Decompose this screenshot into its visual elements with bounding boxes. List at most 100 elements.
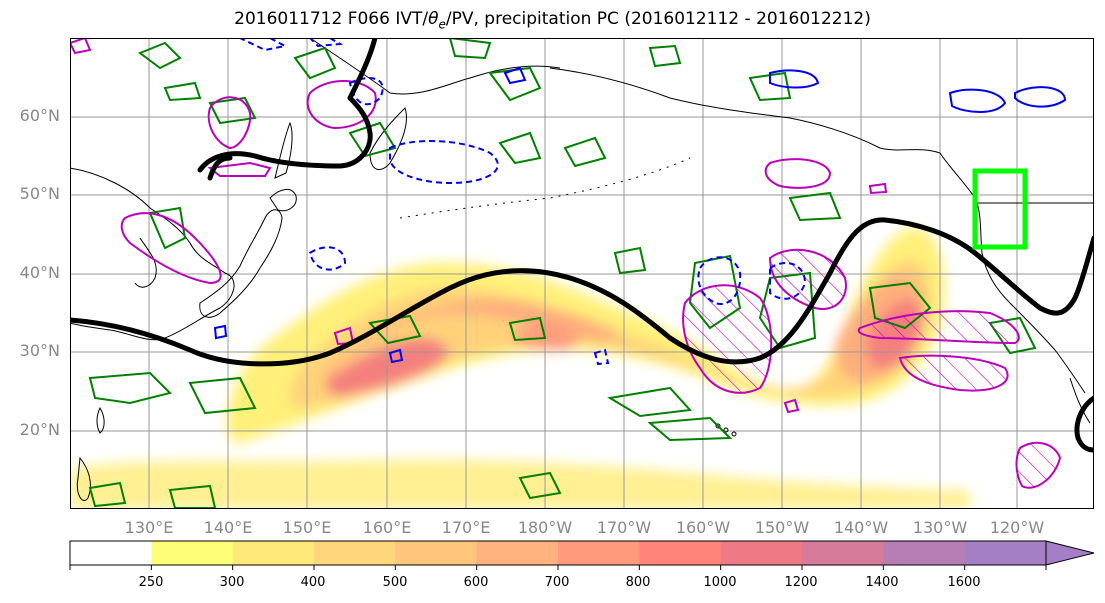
ivt-river-600 <box>324 276 923 385</box>
ivt-tropical-band <box>70 459 970 509</box>
colorbar-swatch <box>883 541 966 565</box>
magenta-contour-7 <box>868 182 888 195</box>
magenta-contour-4 <box>207 161 272 177</box>
lon-label-130w: 130°W <box>912 518 968 537</box>
lon-label-160w: 160°W <box>675 518 731 537</box>
coast-japan <box>199 209 283 318</box>
colorbar-arrow <box>1045 540 1095 566</box>
green-contour-10 <box>498 131 542 165</box>
lon-label-170e: 170°E <box>441 518 491 537</box>
colorbar-swatch <box>639 541 722 565</box>
blue-contour-9 <box>1014 86 1067 108</box>
green-contour-23 <box>607 386 693 418</box>
coast-hawaii-3 <box>731 431 737 437</box>
blue-contour-10 <box>769 69 820 89</box>
pv-contour-main <box>70 217 1094 367</box>
blue-contour-2 <box>308 38 344 48</box>
green-contour-11 <box>563 136 607 168</box>
blue-contour-12 <box>388 348 404 364</box>
colorbar-label-1600: 1600 <box>947 575 981 590</box>
coast-siberia-north <box>309 38 561 95</box>
title-symbol: θ <box>428 9 439 29</box>
colorbar-label-800: 800 <box>625 575 651 590</box>
ivt-shading <box>70 227 970 509</box>
green-contour-7 <box>648 44 682 68</box>
green-contour-25 <box>518 471 562 500</box>
magenta-contour-8 <box>682 284 773 394</box>
coast-alaska <box>549 67 941 154</box>
blue-contour-6 <box>697 256 742 305</box>
magenta-contour-14 <box>783 398 800 414</box>
lon-label-130e: 130°E <box>124 518 174 537</box>
green-contour-12 <box>788 191 842 222</box>
pv-contour-north2 <box>347 38 378 101</box>
blue-contour-1 <box>239 38 288 52</box>
blue-contour-14 <box>593 348 610 366</box>
lon-label-150w: 150°W <box>754 518 810 537</box>
magenta-contour-9 <box>768 248 847 310</box>
blue-contour-8 <box>948 88 1007 113</box>
colorbar-ticks <box>69 565 1047 570</box>
colorbar <box>69 540 1095 570</box>
colorbar-swatch <box>70 541 152 565</box>
title-rest: /PV, precipitation PC (2016012112 - 2016… <box>445 9 871 29</box>
map-frame <box>70 38 1094 509</box>
magenta-contour-3 <box>306 80 377 130</box>
colorbar-swatch <box>802 541 884 565</box>
colorbar-label-1200: 1200 <box>784 575 818 590</box>
colorbar-swatches <box>70 541 1047 565</box>
target-box <box>972 168 1028 250</box>
green-contour-19 <box>508 316 547 342</box>
colorbar-label-250: 250 <box>138 575 164 590</box>
green-contour-6 <box>488 66 542 102</box>
magenta-contour-6 <box>764 158 832 189</box>
coast-sakhalin <box>274 121 293 179</box>
blue-contour-7 <box>769 262 807 300</box>
colorbar-label-500: 500 <box>382 575 408 590</box>
lat-label-50: 50°N <box>19 184 60 203</box>
pv-contour-ne <box>207 155 233 181</box>
magenta-contour-1 <box>70 38 92 55</box>
green-contour-14 <box>613 246 647 275</box>
colorbar-swatch <box>720 541 803 565</box>
pv-contour-south-east <box>1074 395 1094 453</box>
blue-contour-5 <box>308 246 347 271</box>
blue-contour-11 <box>503 66 527 85</box>
blue-contours <box>213 38 1067 366</box>
coast-philippines <box>76 456 91 501</box>
title-subscript: e <box>438 17 446 32</box>
graticule <box>70 38 1094 509</box>
magenta-contour-5 <box>120 212 222 285</box>
coast-hawaii-2 <box>723 427 729 433</box>
lon-label-140e: 140°E <box>203 518 253 537</box>
colorbar-swatch <box>151 541 234 565</box>
green-contour-22 <box>188 376 257 415</box>
lon-label-150e: 150°E <box>282 518 332 537</box>
green-contour-26 <box>88 481 127 508</box>
coast-asia <box>70 167 235 341</box>
coast-korea <box>134 237 157 288</box>
lon-label-160e: 160°E <box>362 518 412 537</box>
coast-taiwan <box>96 406 105 434</box>
coast-kamchatka <box>369 107 407 171</box>
blue-contour-4 <box>389 140 499 185</box>
coast-hawaii-1 <box>715 423 721 429</box>
green-contour-4 <box>293 46 337 80</box>
magenta-contour-2 <box>207 96 252 150</box>
blue-contour-3 <box>348 77 384 106</box>
coast-hokkaido <box>269 189 297 212</box>
colorbar-label-600: 600 <box>463 575 489 590</box>
lat-label-30: 30°N <box>19 341 60 360</box>
ivt-river-800 <box>326 299 923 397</box>
lat-label-60: 60°N <box>19 106 60 125</box>
pv-contours <box>70 38 1094 453</box>
green-contour-8 <box>748 71 792 102</box>
magenta-contour-10 <box>857 310 1020 345</box>
green-contour-21 <box>88 371 172 405</box>
green-contour-1 <box>137 41 182 70</box>
colorbar-swatch <box>395 541 478 565</box>
green-contour-24 <box>647 416 733 442</box>
lon-label-180w: 180°W <box>517 518 573 537</box>
chart-title: 2016011712 F066 IVT/θe/PV, precipitation… <box>0 9 1105 31</box>
blue-contour-13 <box>213 324 228 340</box>
